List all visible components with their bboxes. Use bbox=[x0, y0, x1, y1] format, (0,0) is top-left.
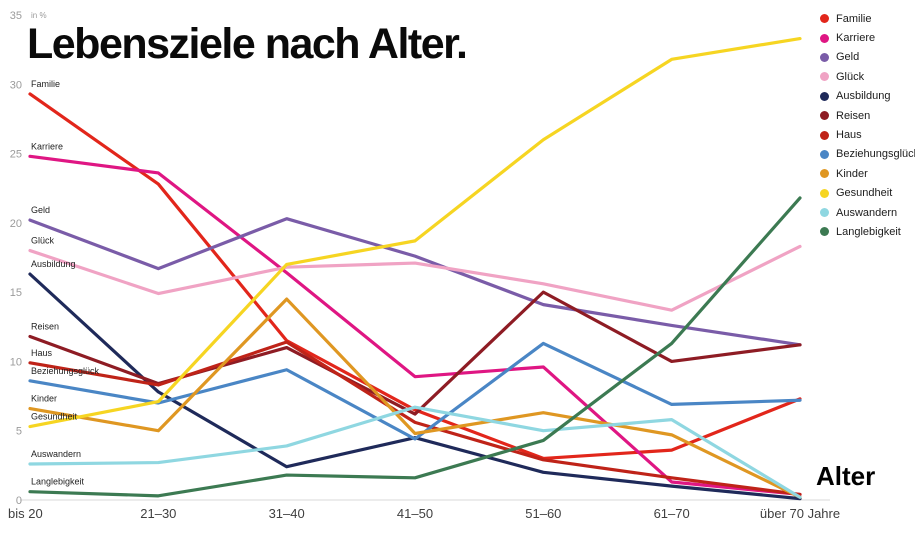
legend-label: Karriere bbox=[836, 32, 876, 45]
series-start-label-beziehungsglück: Beziehungsglück bbox=[31, 366, 100, 376]
legend-dot bbox=[820, 227, 829, 237]
y-tick-label: 15 bbox=[10, 287, 22, 299]
x-tick-label: 61–70 bbox=[654, 506, 690, 521]
legend-dot bbox=[820, 111, 829, 121]
series-start-label-auswandern: Auswandern bbox=[31, 449, 81, 459]
legend: Familie Karriere Geld Glück Ausbildung Reisen… bbox=[820, 9, 915, 242]
legend-label: Kinder bbox=[836, 167, 868, 180]
legend-dot bbox=[820, 33, 829, 43]
legend-dot bbox=[820, 149, 829, 159]
y-axis-unit-label: in % bbox=[31, 11, 47, 20]
series-line-geld bbox=[28, 217, 802, 347]
series-line-beziehungsglück bbox=[28, 341, 802, 441]
series-start-label-karriere: Karriere bbox=[31, 141, 63, 151]
legend-label: Langlebigkeit bbox=[836, 225, 901, 238]
legend-label: Reisen bbox=[836, 109, 871, 122]
y-tick-label: 0 bbox=[16, 495, 22, 507]
legend-item-haus: Haus bbox=[820, 125, 915, 144]
legend-label: Glück bbox=[836, 70, 865, 83]
legend-label: Haus bbox=[836, 129, 862, 142]
legend-item-kinder: Kinder bbox=[820, 164, 915, 183]
legend-item-ausbildung: Ausbildung bbox=[820, 87, 915, 106]
x-tick-label: 21–30 bbox=[140, 506, 176, 521]
series-line-glück bbox=[28, 244, 802, 312]
legend-item-langlebigkeit: Langlebigkeit bbox=[820, 222, 915, 241]
legend-label: Geld bbox=[836, 51, 860, 64]
legend-item-reisen: Reisen bbox=[820, 106, 915, 125]
series-start-label-reisen: Reisen bbox=[31, 321, 59, 331]
legend-item-geld: Geld bbox=[820, 48, 915, 67]
legend-label: Auswandern bbox=[836, 206, 898, 219]
legend-label: Familie bbox=[836, 12, 872, 25]
legend-item-beziehungsglück: Beziehungsglück bbox=[820, 145, 915, 164]
series-start-label-kinder: Kinder bbox=[31, 394, 57, 404]
series-start-label-familie: Familie bbox=[31, 79, 60, 89]
legend-label: Beziehungsglück bbox=[836, 148, 915, 161]
legend-item-karriere: Karriere bbox=[820, 28, 915, 47]
legend-item-gesundheit: Gesundheit bbox=[820, 184, 915, 203]
y-tick-label: 35 bbox=[10, 10, 22, 22]
x-tick-label: 41–50 bbox=[397, 506, 433, 521]
legend-item-familie: Familie bbox=[820, 9, 915, 28]
x-axis-title: Alter bbox=[816, 461, 876, 491]
chart-title: Lebensziele nach Alter. bbox=[27, 20, 468, 68]
legend-dot bbox=[820, 169, 829, 179]
series-line-gesundheit bbox=[28, 36, 802, 429]
series-line-familie bbox=[28, 92, 802, 461]
y-tick-label: 30 bbox=[10, 79, 22, 91]
x-tick-label: 31–40 bbox=[269, 506, 305, 521]
legend-label: Ausbildung bbox=[836, 90, 891, 103]
series-start-label-langlebigkeit: Langlebigkeit bbox=[31, 477, 85, 487]
legend-dot bbox=[820, 14, 829, 24]
legend-dot bbox=[820, 188, 829, 198]
series-start-label-haus: Haus bbox=[31, 348, 53, 358]
legend-dot bbox=[820, 208, 829, 218]
legend-dot bbox=[820, 130, 829, 140]
y-tick-label: 25 bbox=[10, 149, 22, 161]
legend-dot bbox=[820, 72, 829, 82]
y-tick-label: 20 bbox=[10, 218, 22, 230]
series-start-label-ausbildung: Ausbildung bbox=[31, 259, 76, 269]
series-line-reisen bbox=[28, 290, 802, 416]
x-tick-label: über 70 Jahre bbox=[760, 506, 840, 521]
series-start-label-glück: Glück bbox=[31, 236, 55, 246]
legend-label: Gesundheit bbox=[836, 187, 893, 200]
series-line-ausbildung bbox=[28, 272, 802, 501]
legend-item-glück: Glück bbox=[820, 67, 915, 86]
y-tick-label: 5 bbox=[16, 426, 22, 438]
series-line-haus bbox=[28, 340, 802, 497]
series-start-label-geld: Geld bbox=[31, 205, 50, 215]
legend-dot bbox=[820, 52, 829, 62]
series-line-langlebigkeit bbox=[28, 196, 802, 498]
series-start-label-gesundheit: Gesundheit bbox=[31, 412, 78, 422]
series-line-kinder bbox=[28, 297, 802, 499]
legend-item-auswandern: Auswandern bbox=[820, 203, 915, 222]
y-tick-label: 10 bbox=[10, 356, 22, 368]
series-line-auswandern bbox=[28, 405, 802, 499]
series-line-karriere bbox=[28, 154, 802, 497]
x-tick-label: 51–60 bbox=[525, 506, 561, 521]
x-tick-label: bis 20 bbox=[8, 506, 43, 521]
legend-dot bbox=[820, 91, 829, 101]
